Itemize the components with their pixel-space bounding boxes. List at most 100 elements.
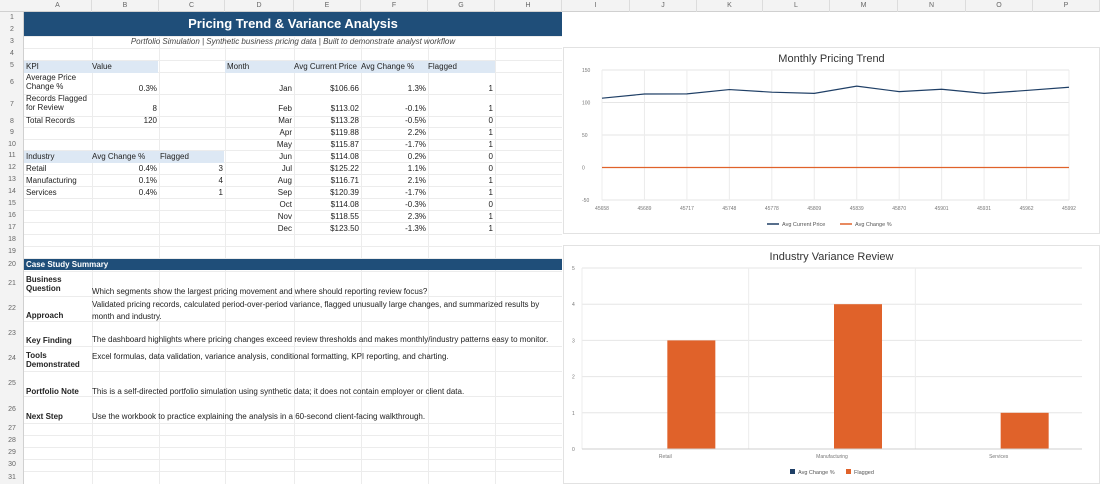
monthly-flagged[interactable]: 0: [488, 164, 493, 173]
row-header[interactable]: 11: [8, 152, 16, 159]
case-study-label[interactable]: Key Finding: [26, 336, 72, 345]
line-series-price[interactable]: [601, 85, 1070, 99]
row-header[interactable]: 7: [10, 101, 14, 108]
row-header[interactable]: 29: [8, 449, 16, 456]
industry-flagged[interactable]: 4: [218, 176, 223, 185]
row-header[interactable]: 14: [8, 188, 16, 195]
monthly-flagged[interactable]: 1: [488, 128, 493, 137]
row-header[interactable]: 6: [10, 79, 14, 86]
monthly-change[interactable]: 1.3%: [407, 84, 426, 93]
row-header[interactable]: 1: [10, 14, 14, 21]
row-header[interactable]: 30: [8, 461, 16, 468]
monthly-price[interactable]: $119.88: [330, 128, 359, 137]
monthly-month[interactable]: Aug: [277, 176, 292, 185]
industry-flagged[interactable]: 1: [218, 188, 223, 197]
row-header[interactable]: 27: [8, 425, 16, 432]
monthly-month[interactable]: Dec: [277, 224, 292, 233]
monthly-month[interactable]: Jun: [279, 152, 292, 161]
industry-name[interactable]: Services: [26, 188, 57, 197]
row-header[interactable]: 20: [8, 260, 16, 268]
row-header[interactable]: 9: [10, 129, 14, 136]
monthly-price[interactable]: $120.39: [330, 188, 359, 197]
case-study-label[interactable]: Next Step: [26, 412, 63, 421]
monthly-month[interactable]: Apr: [279, 128, 292, 137]
column-header[interactable]: M: [830, 0, 898, 12]
monthly-flagged[interactable]: 1: [488, 224, 493, 233]
monthly-header-price[interactable]: Avg Current Price: [294, 62, 357, 71]
bar-flagged-manufacturing[interactable]: [834, 304, 882, 449]
row-header[interactable]: 10: [8, 140, 16, 148]
monthly-flagged[interactable]: 0: [488, 152, 493, 161]
row-header[interactable]: 19: [8, 248, 16, 255]
monthly-change[interactable]: -0.3%: [405, 200, 426, 209]
monthly-month[interactable]: Nov: [277, 212, 292, 221]
row-header[interactable]: 28: [8, 437, 16, 444]
monthly-flagged[interactable]: 1: [488, 212, 493, 221]
monthly-change[interactable]: -0.5%: [405, 116, 426, 125]
industry-change[interactable]: 0.4%: [138, 188, 157, 197]
industry-header-name[interactable]: Industry: [26, 152, 55, 161]
monthly-header-flagged[interactable]: Flagged: [428, 62, 457, 71]
row-header[interactable]: 18: [8, 236, 16, 243]
monthly-change[interactable]: 2.2%: [407, 128, 426, 137]
column-header[interactable]: A: [24, 0, 92, 12]
column-header[interactable]: E: [294, 0, 361, 12]
bar-chart-panel[interactable]: Industry Variance Review 5 4 3 2 1 0 Retail Man…: [563, 245, 1100, 484]
column-header[interactable]: O: [966, 0, 1033, 12]
column-header[interactable]: J: [630, 0, 697, 12]
monthly-month[interactable]: Jul: [281, 164, 292, 173]
monthly-change[interactable]: -1.7%: [405, 140, 426, 149]
row-header[interactable]: 23: [8, 329, 16, 337]
monthly-price[interactable]: $114.08: [330, 152, 359, 161]
row-header[interactable]: 31: [8, 473, 16, 481]
case-study-label[interactable]: Tools Demonstrated: [26, 351, 80, 370]
row-header[interactable]: 26: [8, 405, 16, 413]
industry-header-change[interactable]: Avg Change %: [92, 152, 146, 161]
monthly-month[interactable]: Feb: [278, 104, 292, 113]
column-header[interactable]: C: [159, 0, 225, 12]
line-chart-panel[interactable]: Monthly Pricing Trend 150 100 50 0 -50 45658 4…: [563, 47, 1100, 234]
row-header[interactable]: 15: [8, 200, 16, 207]
case-study-text[interactable]: Validated pricing records, calculated pe…: [92, 300, 540, 321]
kpi-header-value[interactable]: Value: [92, 62, 112, 71]
row-header[interactable]: 17: [8, 224, 16, 231]
monthly-flagged[interactable]: 1: [488, 140, 493, 149]
monthly-change[interactable]: -0.1%: [405, 104, 426, 113]
case-study-text[interactable]: Excel formulas, data validation, varianc…: [92, 352, 449, 361]
monthly-flagged[interactable]: 0: [488, 200, 493, 209]
monthly-month[interactable]: Sep: [277, 188, 292, 197]
sheet-title[interactable]: Pricing Trend & Variance Analysis: [24, 12, 562, 36]
monthly-month[interactable]: Jan: [279, 84, 292, 93]
monthly-price[interactable]: $125.22: [330, 164, 359, 173]
monthly-price[interactable]: $123.50: [330, 224, 359, 233]
monthly-price[interactable]: $118.55: [330, 212, 359, 221]
case-study-label[interactable]: Portfolio Note: [26, 387, 79, 396]
monthly-price[interactable]: $114.08: [330, 200, 359, 209]
kpi-header-kpi[interactable]: KPI: [26, 62, 39, 71]
monthly-change[interactable]: 2.3%: [407, 212, 426, 221]
monthly-change[interactable]: -1.3%: [405, 224, 426, 233]
case-study-label[interactable]: Business Question: [26, 275, 62, 294]
case-study-label[interactable]: Approach: [26, 311, 64, 320]
kpi-value[interactable]: 8: [152, 104, 157, 113]
kpi-value[interactable]: 120: [143, 116, 157, 125]
column-header[interactable]: H: [495, 0, 562, 12]
column-header[interactable]: F: [361, 0, 428, 12]
monthly-change[interactable]: -1.7%: [405, 188, 426, 197]
column-header[interactable]: G: [428, 0, 495, 12]
kpi-label[interactable]: Records Flagged for Review: [26, 94, 87, 113]
monthly-flagged[interactable]: 1: [488, 84, 493, 93]
case-study-header[interactable]: Case Study Summary: [24, 259, 562, 270]
row-header[interactable]: 5: [10, 62, 14, 69]
column-header[interactable]: P: [1033, 0, 1100, 12]
monthly-price[interactable]: $116.71: [330, 176, 359, 185]
monthly-price[interactable]: $106.66: [330, 84, 359, 93]
column-header[interactable]: L: [763, 0, 830, 12]
monthly-flagged[interactable]: 1: [488, 188, 493, 197]
column-header[interactable]: I: [562, 0, 630, 12]
kpi-label[interactable]: Average Price Change %: [26, 73, 77, 92]
column-header[interactable]: K: [697, 0, 763, 12]
row-header[interactable]: 2: [10, 26, 14, 33]
monthly-change[interactable]: 0.2%: [407, 152, 426, 161]
bar-flagged-retail[interactable]: [667, 340, 716, 449]
